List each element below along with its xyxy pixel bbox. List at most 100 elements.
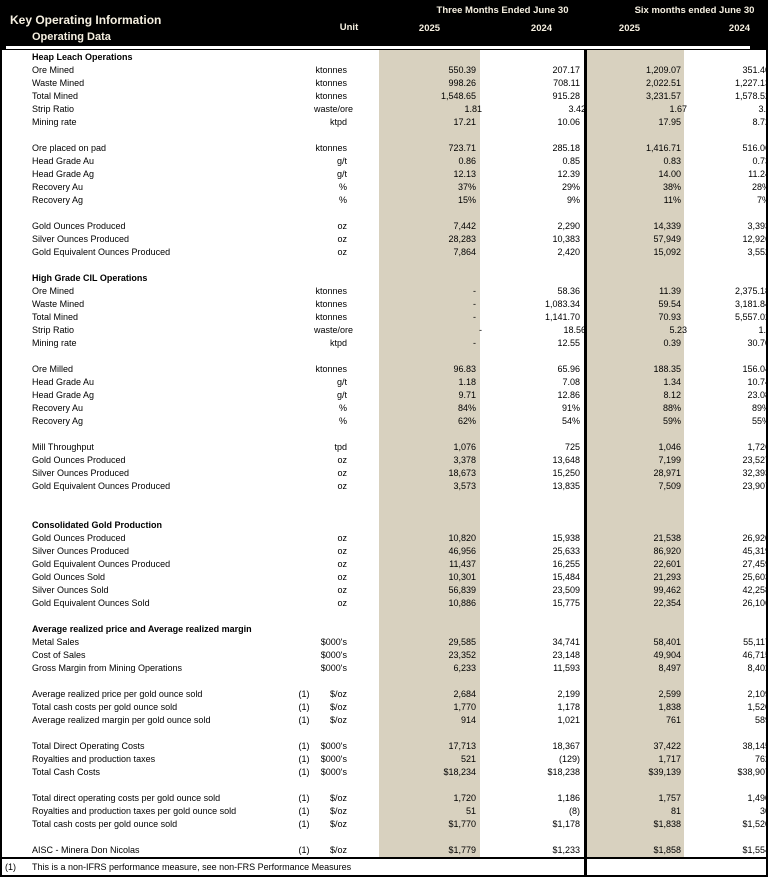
value-h1-2024: 28%	[751, 182, 766, 192]
unit-cell: $/oz	[329, 845, 347, 855]
highlight-band-q2-2025	[379, 50, 480, 857]
value-h1-2025: 7,509	[658, 481, 681, 491]
unit-cell: $/oz	[329, 819, 347, 829]
unit-cell: $/oz	[329, 806, 347, 816]
table-row: Ore placed on pad ktonnes 723.71 285.18 1,41…	[4, 142, 766, 155]
footnote-reference	[294, 90, 314, 103]
value-h1-2024	[685, 519, 766, 532]
value-q2-2025: 12.13	[453, 169, 476, 179]
value-q2-2025: 29,585	[448, 637, 476, 647]
row-label: Gold Ounces Produced	[32, 455, 126, 465]
value-q2-2025: 1,770	[453, 702, 476, 712]
value-h1-2024: 30.70	[747, 338, 768, 348]
table-row: Gold Ounces Produced oz 7,442 2,290 14,339 3,…	[4, 220, 766, 233]
value-q2-2025: 550.39	[448, 65, 476, 75]
footnote-reference	[294, 415, 314, 428]
row-label: Total direct operating costs per gold ou…	[32, 793, 221, 803]
value-q2-2025: 10,301	[448, 572, 476, 582]
table-row: Total direct operating costs per gold ou…	[4, 792, 766, 805]
value-h1-2024: 38,145	[742, 741, 768, 751]
value-h1-2025: 57,949	[653, 234, 681, 244]
unit-cell: ktpd	[329, 117, 347, 127]
value-q2-2025: $18,234	[443, 767, 476, 777]
six-months-group-header: Six months ended June 30	[634, 5, 755, 16]
value-q2-2025: 56,839	[448, 585, 476, 595]
value-q2-2025: -	[473, 299, 476, 309]
footnote-reference	[294, 532, 314, 545]
footnote-reference: (1)	[298, 806, 310, 816]
unit-cell: tpd	[334, 442, 347, 452]
unit-cell: ktonnes	[315, 364, 347, 374]
value-h1-2025: 14.00	[658, 169, 681, 179]
spacer-row	[4, 207, 766, 220]
value-h1-2024: 26,106	[742, 598, 768, 608]
table-row: Mining rate ktpd 17.21 10.06 17.95 8.72	[4, 116, 766, 129]
spacer-row	[4, 259, 766, 272]
table-row: Ore Mined ktonnes - 58.36 11.39 2,375.18	[4, 285, 766, 298]
row-label: Royalties and production taxes per gold …	[32, 806, 237, 816]
value-h1-2024: 26,920	[742, 533, 768, 543]
value-h1-2025: 2,022.51	[645, 78, 681, 88]
unit-cell	[314, 272, 347, 285]
table-row: Ore Milled ktonnes 96.83 65.96 188.35 156.04	[4, 363, 766, 376]
row-label: Head Grade Ag	[32, 169, 95, 179]
footnote-reference	[294, 142, 314, 155]
footnote-reference	[294, 441, 314, 454]
footnote-reference	[294, 324, 314, 337]
value-h1-2024: 7%	[756, 195, 766, 205]
table-row: Average realized margin per gold ounce s…	[4, 714, 766, 727]
row-label: Strip Ratio	[32, 104, 75, 114]
unit-cell	[314, 623, 347, 636]
value-h1-2024: 1,578.52	[734, 91, 768, 101]
value-h1-2024: 2,375.18	[734, 286, 768, 296]
value-q2-2025: 1,548.65	[440, 91, 476, 101]
value-h1-2024: 23.08	[747, 390, 768, 400]
footnote-reference: (1)	[298, 819, 310, 829]
table-header: Key Operating Information Operating Data…	[2, 0, 766, 50]
unit-cell: oz	[337, 247, 347, 257]
unit-cell: $000's	[320, 754, 347, 764]
footnote-reference	[294, 363, 314, 376]
table-body: Heap Leach Operations Ore Mined ktonnes 550…	[4, 51, 766, 857]
value-q2-2024: (129)	[558, 754, 580, 764]
table-row: AISC - Minera Don Nicolas (1) $/oz $1,779 $1…	[4, 844, 766, 857]
value-q2-2025	[347, 623, 479, 636]
table-row: Gross Margin from Mining Operations $000'…	[4, 662, 766, 675]
unit-cell: oz	[337, 585, 347, 595]
value-q2-2025: 17.21	[453, 117, 476, 127]
value-h1-2025: 761	[665, 715, 681, 725]
row-label: Silver Ounces Produced	[32, 234, 130, 244]
value-q2-2025: 10,886	[448, 598, 476, 608]
value-q2-2025: 10,820	[448, 533, 476, 543]
row-label: Royalties and production taxes	[32, 754, 156, 764]
value-h1-2024: 0.73	[752, 156, 766, 166]
table-row: Gold Equivalent Ounces Sold oz 10,886 15,77…	[4, 597, 766, 610]
unit-cell	[314, 51, 347, 64]
value-q2-2025: 62%	[457, 416, 476, 426]
footnote-text: This is a non-IFRS performance measure, …	[32, 862, 352, 872]
unit-cell: $/oz	[329, 793, 347, 803]
table-row: Royalties and production taxes per gold …	[4, 805, 766, 818]
value-h1-2024: 156.04	[742, 364, 768, 374]
footnote-reference	[294, 272, 314, 285]
value-q2-2024: 10.06	[557, 117, 580, 127]
value-q2-2024: 15,250	[552, 468, 580, 478]
footnote-reference	[294, 558, 314, 571]
table-row: Waste Mined ktonnes - 1,083.34 59.54 3,181.84	[4, 298, 766, 311]
value-h1-2024	[685, 51, 766, 64]
header-underline	[6, 46, 750, 49]
footnote-reference	[294, 337, 314, 350]
value-h1-2025: 88%	[662, 403, 681, 413]
spacer-row	[4, 129, 766, 142]
value-h1-2025: $1,858	[653, 845, 681, 855]
row-label: AISC - Minera Don Nicolas	[32, 845, 140, 855]
value-q2-2024: $1,178	[552, 819, 580, 829]
value-q2-2024: 18,367	[552, 741, 580, 751]
unit-cell: $/oz	[329, 715, 347, 725]
table-row: Gold Equivalent Ounces Produced oz 7,864 2,…	[4, 246, 766, 259]
value-h1-2024: $1,554	[742, 845, 768, 855]
year-header-q2-2024: 2024	[530, 23, 553, 34]
section-header-row: Average realized price and Average reali…	[4, 623, 766, 636]
row-label: Mill Throughput	[32, 442, 94, 452]
value-h1-2024: 89%	[751, 403, 766, 413]
